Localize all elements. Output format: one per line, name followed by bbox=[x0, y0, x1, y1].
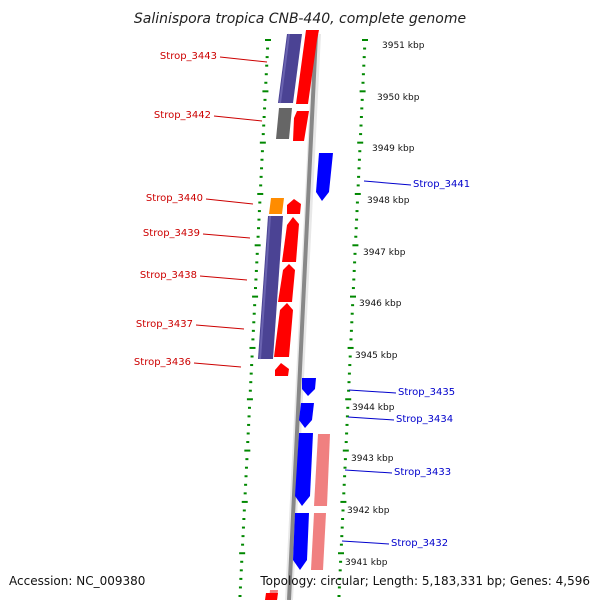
gene-label-leader bbox=[205, 198, 254, 205]
kbp-label: 3945 kbp bbox=[355, 351, 398, 361]
gene-label-leader bbox=[344, 469, 393, 474]
cds-arrow-3440 bbox=[287, 199, 301, 214]
pink-bar-3433 bbox=[314, 434, 330, 506]
gene-label-strop-3436[interactable]: Strop_3436 bbox=[134, 357, 191, 368]
cds-arrow-3433 bbox=[295, 433, 313, 506]
gene-label-strop-3443[interactable]: Strop_3443 bbox=[160, 51, 217, 62]
cds-arrow-3432 bbox=[293, 513, 309, 570]
gene-label-leader bbox=[213, 115, 263, 122]
orange-bar-3440 bbox=[269, 198, 284, 214]
accession-text: Accession: NC_009380 bbox=[9, 574, 146, 588]
kbp-label: 3950 kbp bbox=[377, 93, 420, 103]
cds-arrow-3438 bbox=[278, 264, 295, 302]
kbp-label: 3951 kbp bbox=[382, 41, 425, 51]
backbone-line bbox=[287, 33, 318, 600]
cds-arrow-3442 bbox=[293, 111, 309, 141]
gene-label-strop-3434[interactable]: Strop_3434 bbox=[396, 414, 453, 425]
cds-arrow-3439 bbox=[282, 217, 299, 262]
kbp-label: 3948 kbp bbox=[367, 196, 410, 206]
bar-highlight bbox=[279, 33, 290, 104]
gene-label-strop-3440[interactable]: Strop_3440 bbox=[146, 193, 203, 204]
gene-label-strop-3435[interactable]: Strop_3435 bbox=[398, 387, 455, 398]
kbp-label: 3949 kbp bbox=[372, 144, 415, 154]
pink-bar-3432 bbox=[311, 513, 326, 570]
cds-arrow-3443 bbox=[296, 30, 319, 104]
gene-label-strop-3438[interactable]: Strop_3438 bbox=[140, 270, 197, 281]
cds-arrow-3437 bbox=[274, 303, 293, 357]
gene-label-strop-3437[interactable]: Strop_3437 bbox=[136, 319, 193, 330]
gene-label-strop-3439[interactable]: Strop_3439 bbox=[143, 228, 200, 239]
kbp-label: 3946 kbp bbox=[359, 299, 402, 309]
gene-label-strop-3432[interactable]: Strop_3432 bbox=[391, 538, 448, 549]
map-title: Salinispora tropica CNB-440, complete ge… bbox=[134, 11, 466, 27]
kbp-label: 3942 kbp bbox=[347, 506, 390, 516]
cds-arrow-3436 bbox=[275, 363, 289, 376]
cds-arrows bbox=[265, 30, 333, 600]
gene-label-leader bbox=[219, 56, 268, 63]
bar-highlight bbox=[259, 215, 271, 360]
kbp-label: 3943 kbp bbox=[351, 454, 394, 464]
kbp-labels: 3951 kbp 3950 kbp 3949 kbp 3948 kbp 3947 kbp… bbox=[345, 41, 425, 568]
topology-text: Topology: circular; Length: 5,183,331 bp… bbox=[260, 574, 590, 588]
gene-label-strop-3433[interactable]: Strop_3433 bbox=[394, 467, 451, 478]
gene-label-leader bbox=[363, 180, 412, 186]
cds-arrow-3435 bbox=[302, 378, 316, 396]
gene-label-leader bbox=[202, 233, 251, 239]
gene-label-leader bbox=[341, 540, 390, 545]
protein-bar-3439-3436 bbox=[258, 216, 283, 359]
cds-arrow-3434 bbox=[299, 403, 314, 428]
gene-label-leader bbox=[193, 362, 242, 368]
gene-label-leader bbox=[199, 275, 248, 281]
gray-bar-3442 bbox=[276, 108, 292, 139]
gene-label-strop-3442[interactable]: Strop_3442 bbox=[154, 110, 211, 121]
kbp-label: 3947 kbp bbox=[363, 248, 406, 258]
cds-arrow-bottom bbox=[265, 593, 278, 600]
genome-backbone bbox=[285, 33, 321, 600]
kbp-label: 3944 kbp bbox=[352, 403, 395, 413]
gene-label-strop-3441[interactable]: Strop_3441 bbox=[413, 179, 470, 190]
gene-label-leader bbox=[348, 389, 397, 394]
protein-bar-3443 bbox=[278, 34, 302, 103]
tick-marks bbox=[238, 39, 368, 597]
gene-label-leader bbox=[195, 324, 245, 330]
gene-label-leader bbox=[347, 416, 395, 421]
gene-labels[interactable]: Strop_3443 Strop_3442 Strop_3440 Strop_3439… bbox=[134, 51, 470, 549]
kbp-label: 3941 kbp bbox=[345, 558, 388, 568]
cds-arrow-3441 bbox=[316, 153, 333, 201]
